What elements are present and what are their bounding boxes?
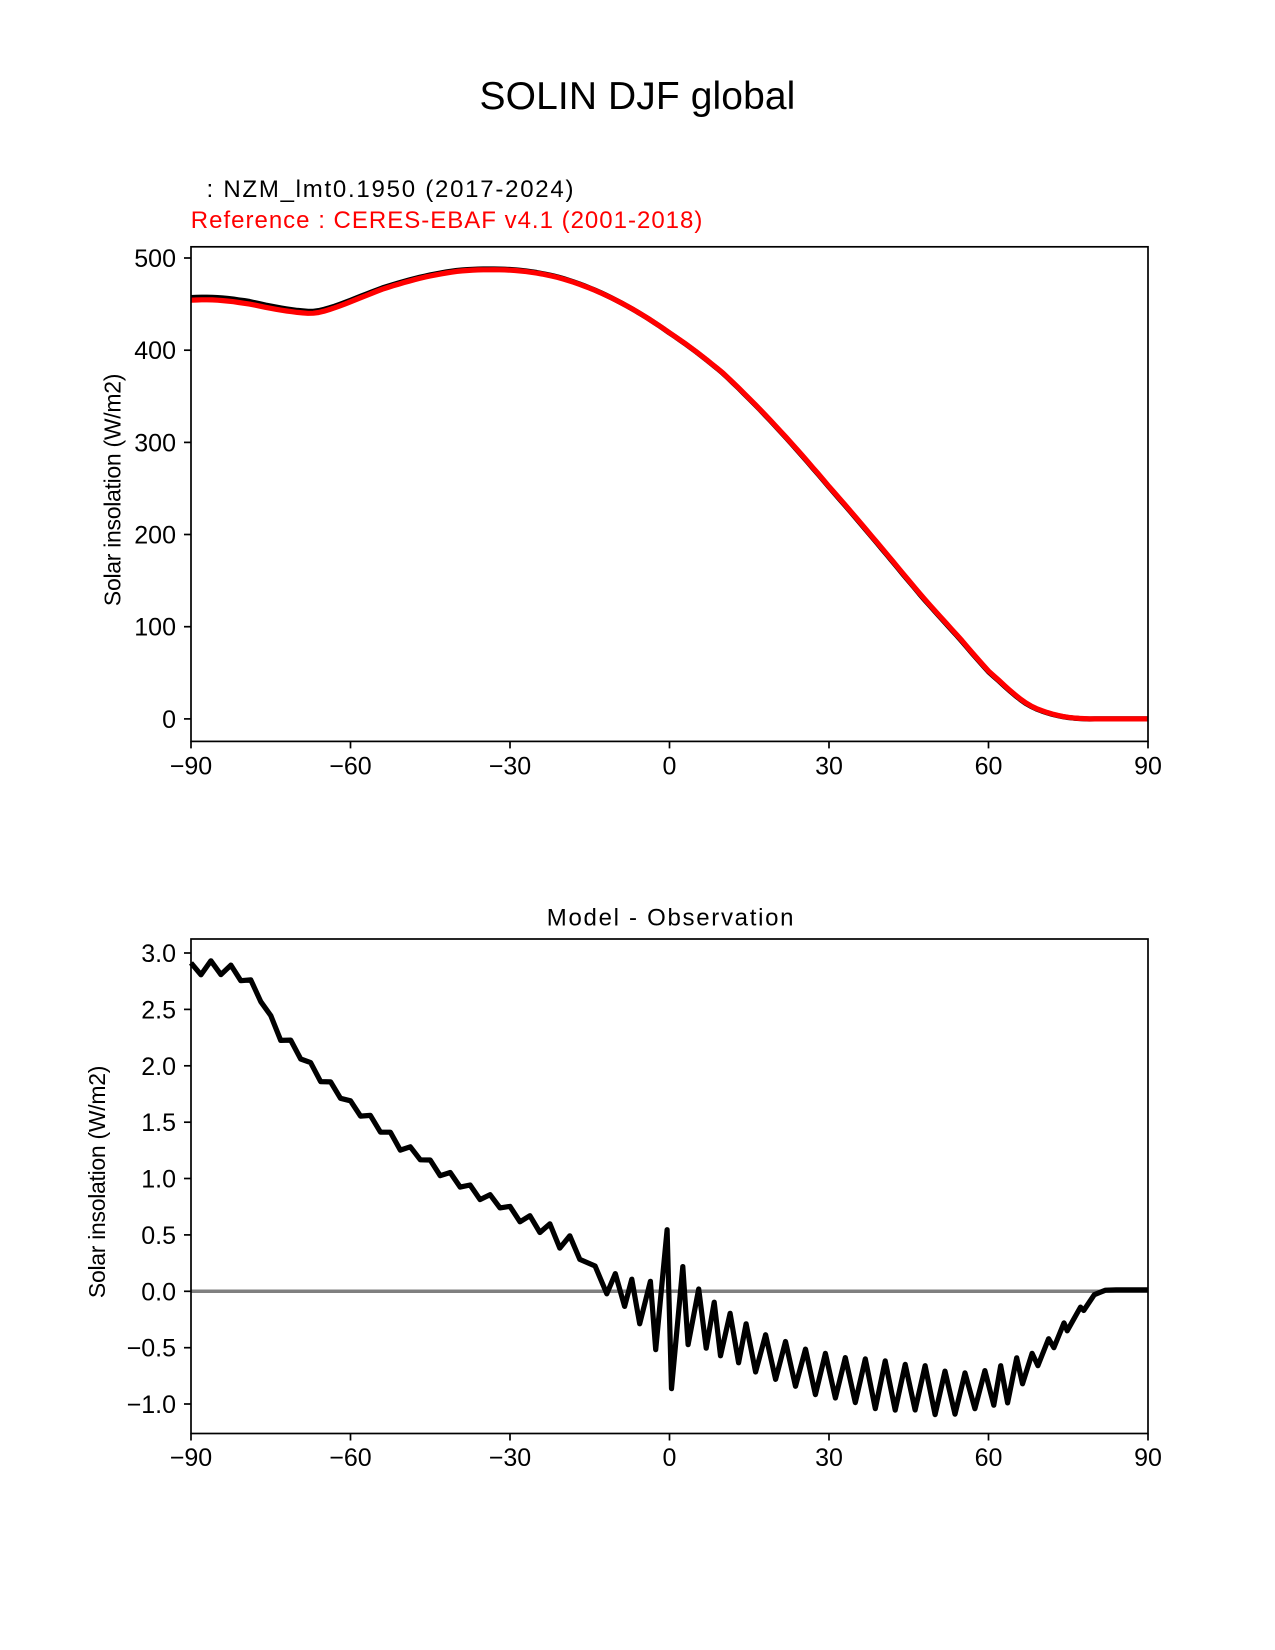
svg-text:−0.5: −0.5 <box>127 1335 176 1363</box>
svg-text:3.0: 3.0 <box>141 940 176 968</box>
svg-text:400: 400 <box>134 337 176 365</box>
svg-text:0: 0 <box>663 753 677 781</box>
svg-text:100: 100 <box>134 614 176 642</box>
svg-text:60: 60 <box>975 1444 1003 1472</box>
svg-text:30: 30 <box>815 753 843 781</box>
svg-text:0: 0 <box>663 1444 677 1472</box>
svg-text:0: 0 <box>162 706 176 734</box>
svg-text:SOLIN DJF global: SOLIN DJF global <box>480 75 796 118</box>
svg-text:−60: −60 <box>329 1444 371 1472</box>
svg-text:1.5: 1.5 <box>141 1109 176 1137</box>
svg-text:300: 300 <box>134 429 176 457</box>
svg-text:90: 90 <box>1134 753 1162 781</box>
svg-text:Solar insolation (W/m2): Solar insolation (W/m2) <box>84 1066 110 1298</box>
svg-text:2.0: 2.0 <box>141 1053 176 1081</box>
svg-text:90: 90 <box>1134 1444 1162 1472</box>
svg-text:500: 500 <box>134 245 176 273</box>
svg-text:Model - Observation: Model - Observation <box>547 905 795 932</box>
svg-text:−90: −90 <box>170 753 212 781</box>
svg-text:−60: −60 <box>329 753 371 781</box>
svg-text:2.5: 2.5 <box>141 996 176 1024</box>
svg-text:0.5: 0.5 <box>141 1222 176 1250</box>
svg-text:1.0: 1.0 <box>141 1166 176 1194</box>
svg-text:Solar insolation (W/m2): Solar insolation (W/m2) <box>100 374 126 606</box>
svg-text:30: 30 <box>815 1444 843 1472</box>
svg-text:: NZM_lmt0.1950 (2017-2024): : NZM_lmt0.1950 (2017-2024) <box>207 176 576 203</box>
svg-text:60: 60 <box>975 753 1003 781</box>
svg-text:Reference : CERES-EBAF v4.1 (2: Reference : CERES-EBAF v4.1 (2001-2018) <box>191 207 704 234</box>
svg-text:0.0: 0.0 <box>141 1278 176 1306</box>
svg-text:−90: −90 <box>170 1444 212 1472</box>
svg-text:200: 200 <box>134 522 176 550</box>
svg-text:−30: −30 <box>489 753 531 781</box>
svg-text:−30: −30 <box>489 1444 531 1472</box>
svg-text:−1.0: −1.0 <box>127 1391 176 1419</box>
